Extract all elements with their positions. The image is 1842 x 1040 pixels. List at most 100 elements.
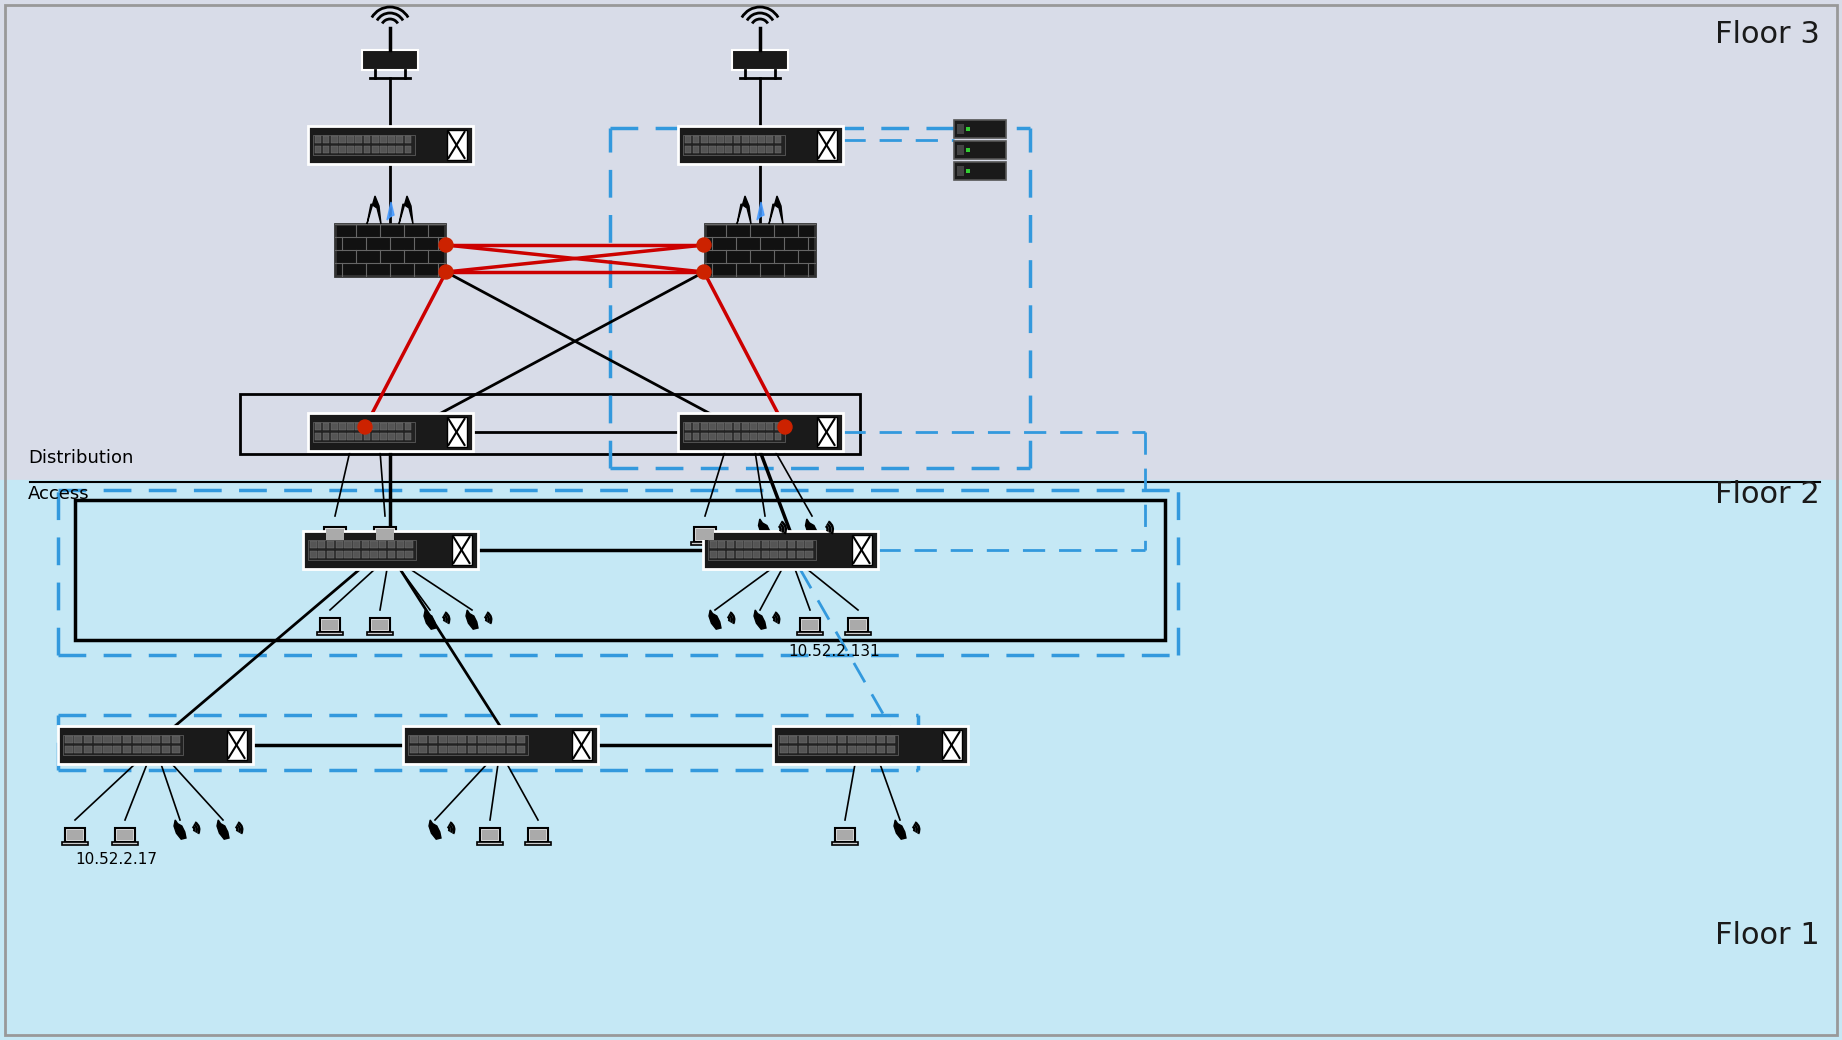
Bar bbox=[396, 146, 403, 153]
Bar bbox=[389, 541, 394, 548]
Bar bbox=[348, 433, 354, 440]
Bar bbox=[76, 500, 1164, 640]
Bar bbox=[112, 746, 122, 753]
Bar bbox=[770, 541, 777, 548]
Bar bbox=[322, 620, 339, 630]
Polygon shape bbox=[737, 196, 752, 224]
Bar bbox=[372, 423, 379, 430]
Bar bbox=[446, 417, 466, 447]
Bar bbox=[405, 551, 413, 557]
Bar bbox=[326, 541, 333, 548]
Bar bbox=[709, 423, 717, 430]
Polygon shape bbox=[217, 820, 228, 839]
Bar bbox=[958, 166, 963, 176]
Bar bbox=[728, 541, 735, 548]
Bar bbox=[763, 551, 768, 557]
Bar bbox=[733, 146, 740, 153]
Bar bbox=[372, 433, 379, 440]
Bar bbox=[420, 746, 427, 753]
Circle shape bbox=[777, 420, 792, 434]
Bar bbox=[702, 136, 707, 142]
Bar bbox=[799, 618, 820, 632]
Bar bbox=[374, 526, 396, 542]
Bar bbox=[772, 726, 967, 764]
Bar bbox=[709, 146, 717, 153]
Bar bbox=[497, 736, 505, 743]
Bar bbox=[63, 841, 88, 844]
Bar bbox=[750, 423, 757, 430]
Bar bbox=[477, 746, 486, 753]
Bar bbox=[693, 136, 700, 142]
Bar bbox=[405, 146, 411, 153]
Bar bbox=[468, 746, 477, 753]
Bar bbox=[363, 423, 370, 430]
Bar bbox=[683, 422, 785, 442]
Bar bbox=[709, 433, 717, 440]
Bar bbox=[742, 136, 748, 142]
Bar bbox=[965, 148, 971, 152]
Bar bbox=[315, 146, 321, 153]
Bar bbox=[857, 746, 866, 753]
Bar bbox=[85, 746, 92, 753]
Polygon shape bbox=[709, 610, 720, 629]
Bar bbox=[788, 541, 796, 548]
Bar bbox=[332, 146, 337, 153]
Bar bbox=[750, 433, 757, 440]
Bar bbox=[877, 746, 886, 753]
Bar bbox=[339, 146, 346, 153]
Bar bbox=[477, 841, 503, 844]
Circle shape bbox=[696, 238, 711, 252]
Bar bbox=[702, 146, 707, 153]
Bar bbox=[718, 541, 726, 548]
Bar bbox=[685, 423, 691, 430]
Bar bbox=[363, 136, 370, 142]
Polygon shape bbox=[173, 820, 186, 839]
Bar bbox=[818, 746, 827, 753]
Bar bbox=[451, 535, 472, 565]
Bar bbox=[339, 433, 346, 440]
Bar bbox=[409, 736, 418, 743]
Bar bbox=[958, 124, 963, 134]
Bar bbox=[742, 433, 748, 440]
Bar bbox=[481, 830, 499, 840]
Bar bbox=[507, 736, 516, 743]
Bar bbox=[335, 541, 343, 548]
Bar bbox=[396, 541, 403, 548]
Bar bbox=[66, 830, 83, 840]
Bar bbox=[731, 50, 788, 70]
Bar bbox=[94, 746, 101, 753]
Bar bbox=[339, 423, 346, 430]
Bar bbox=[123, 746, 131, 753]
Bar bbox=[103, 736, 112, 743]
Bar bbox=[709, 541, 717, 548]
Bar bbox=[448, 746, 457, 753]
Bar bbox=[735, 551, 742, 557]
Bar bbox=[313, 135, 414, 155]
Bar bbox=[777, 735, 899, 755]
Bar bbox=[954, 141, 1006, 159]
Bar bbox=[302, 531, 477, 569]
Bar bbox=[733, 136, 740, 142]
Polygon shape bbox=[753, 610, 766, 629]
Bar bbox=[420, 736, 427, 743]
Bar bbox=[788, 551, 796, 557]
Bar bbox=[954, 162, 1006, 180]
Bar bbox=[744, 541, 752, 548]
Polygon shape bbox=[759, 519, 772, 540]
Text: Access: Access bbox=[28, 485, 90, 503]
Bar bbox=[851, 535, 871, 565]
Bar bbox=[308, 413, 473, 451]
Bar bbox=[763, 541, 768, 548]
Bar bbox=[361, 551, 368, 557]
Bar bbox=[389, 551, 394, 557]
Bar bbox=[0, 480, 1842, 1040]
Bar bbox=[85, 736, 92, 743]
Bar bbox=[379, 541, 387, 548]
Bar bbox=[683, 135, 785, 155]
Bar bbox=[459, 746, 466, 753]
Bar bbox=[488, 746, 495, 753]
Bar bbox=[363, 433, 370, 440]
Bar bbox=[733, 423, 740, 430]
Bar bbox=[396, 433, 403, 440]
Bar bbox=[849, 620, 866, 630]
